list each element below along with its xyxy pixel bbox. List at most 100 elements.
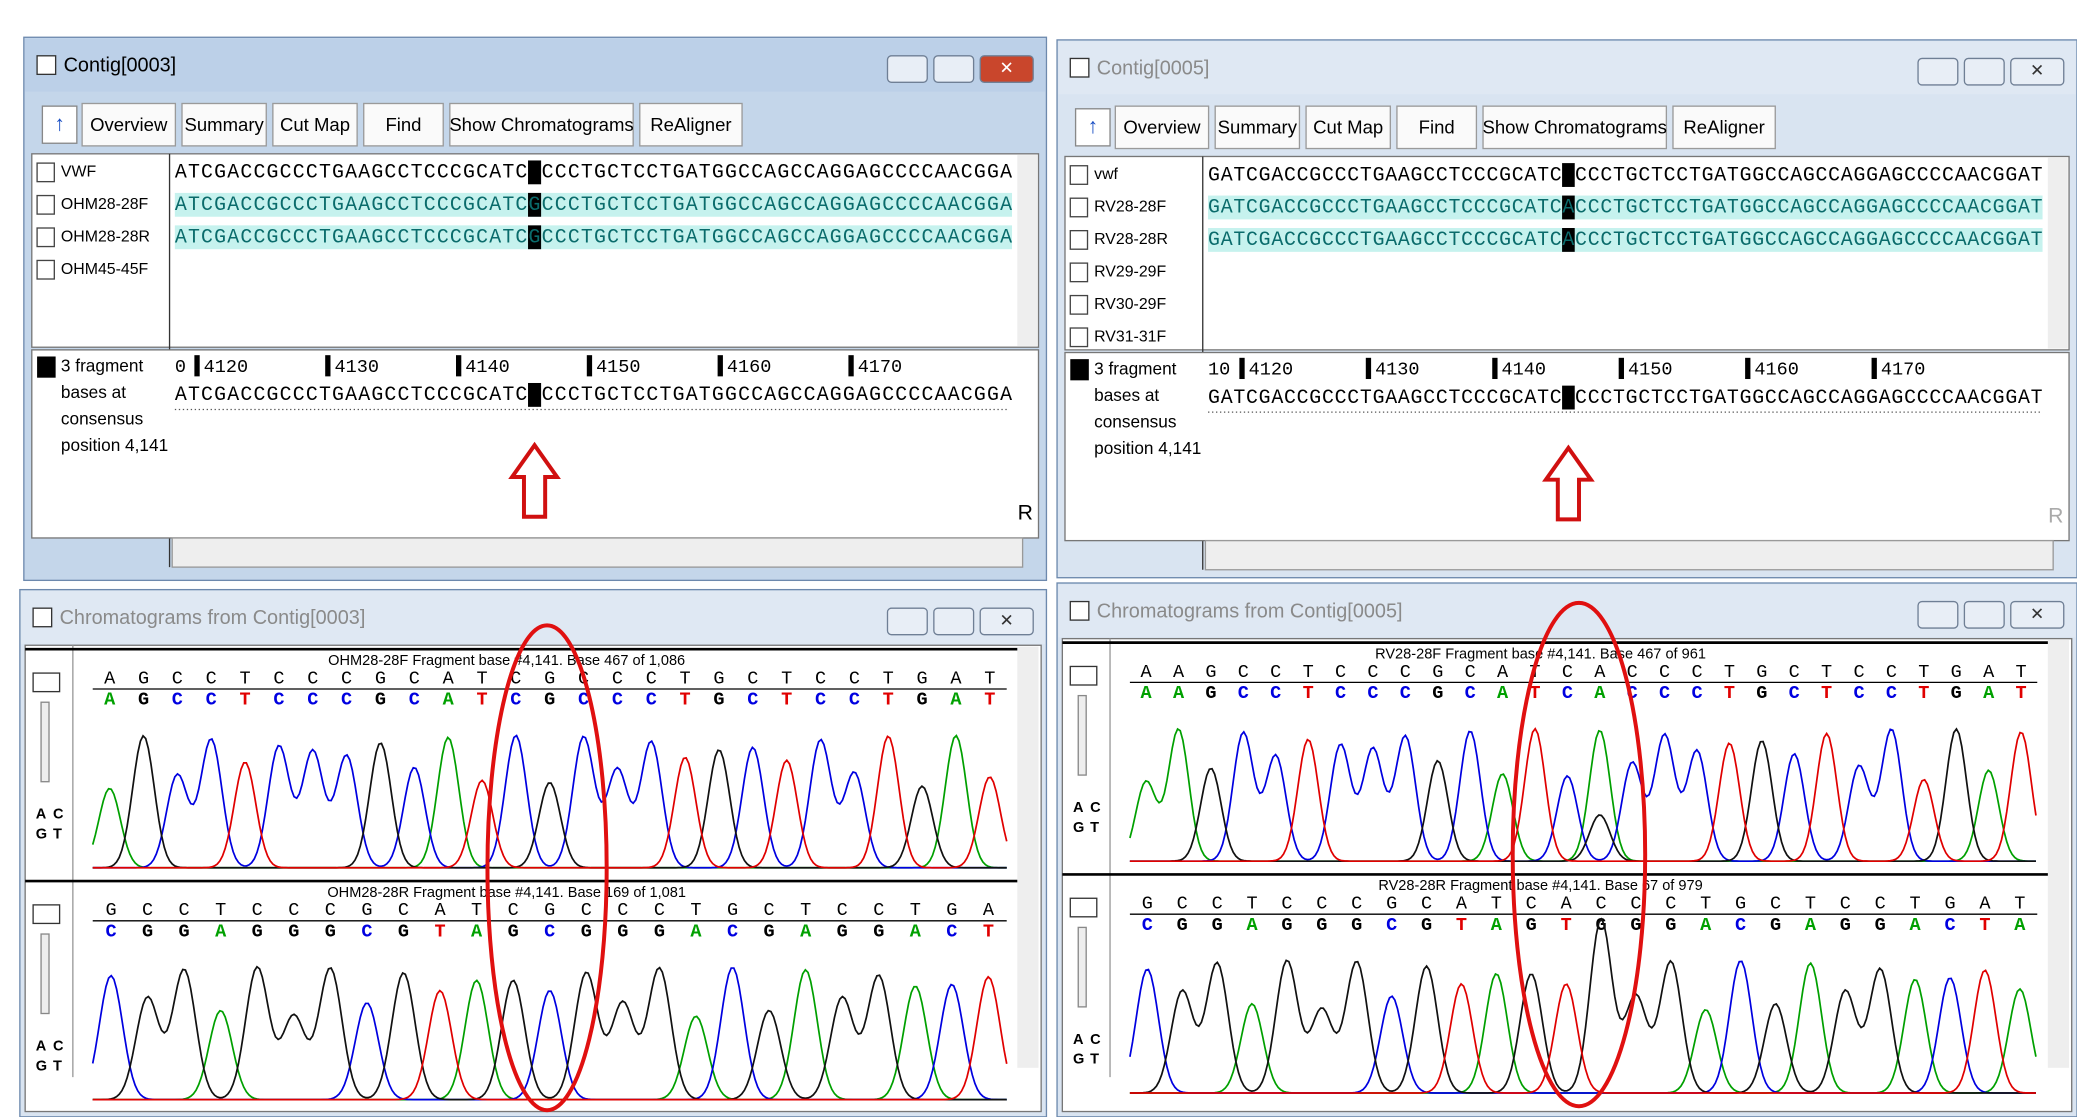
page: {"contigs":[ {"title":"Contig[0003]","to…: [0, 0, 2077, 1117]
track-header: OHM28-28R Fragment base #4,141. Base 169…: [327, 885, 686, 901]
base-button[interactable]: G: [1073, 1052, 1084, 1068]
maximize-button[interactable]: [934, 56, 974, 82]
close-glyph: ✕: [999, 610, 1013, 630]
sequence: ATCGACCGCCCTGAAGCCTCCCGCATCACCCTGCTCCTGA…: [175, 161, 1012, 184]
consensus-info: position 4,141: [61, 435, 168, 455]
toolbar-label[interactable]: Overview: [1123, 117, 1201, 138]
toolbar-label[interactable]: Overview: [90, 114, 168, 135]
base-button[interactable]: G: [36, 827, 47, 843]
toolbar-label[interactable]: Summary: [1218, 117, 1298, 138]
ruler-tick: [718, 355, 723, 376]
read-icon: [1070, 296, 1087, 315]
window-title: Contig[0003]: [64, 55, 177, 77]
sequence: GATCGACCGCCCTGAAGCCTCCCGCATCACCCTGCTCCTG…: [1208, 386, 2043, 409]
consensus-info: bases at: [61, 382, 126, 402]
scrollbar-v: [1017, 155, 1037, 346]
ruler-tick: [1366, 358, 1371, 379]
up-arrow: ↑: [54, 112, 65, 135]
base-button[interactable]: T: [53, 1058, 62, 1074]
ruler-tick: [1492, 358, 1497, 379]
ruler-label: 4160: [727, 357, 771, 378]
base-button[interactable]: C: [53, 1038, 64, 1054]
toolbar-label[interactable]: Find: [385, 114, 421, 135]
sequence: GATCGACCGCCCTGAAGCCTCCCGCATCACCCTGCTCCTG…: [1208, 163, 2043, 186]
maximize-button[interactable]: [934, 608, 974, 634]
read-name[interactable]: OHM28-28F: [61, 196, 149, 213]
ruler-label: 4170: [1881, 360, 1925, 381]
sequence: ATCGACCGCCCTGAAGCCTCCCGCATCGCCCTGCTCCTGA…: [175, 226, 1012, 249]
scrollbar-h: [172, 538, 1022, 567]
track-slider: [1078, 696, 1086, 775]
read-name[interactable]: RV28-28R: [1094, 231, 1168, 248]
toolbar-label[interactable]: Summary: [184, 114, 264, 135]
track-slider: [1078, 927, 1086, 1006]
toolbar-label[interactable]: Cut Map: [280, 114, 350, 135]
base-button[interactable]: G: [36, 1058, 47, 1074]
side-label: R: [1018, 502, 1033, 525]
sequence: ATCGACCGCCCTGAAGCCTCCCGCATCGCCCTGCTCCTGA…: [175, 193, 1012, 216]
ruler-tick: [848, 355, 853, 376]
scrollbar-v: [2048, 640, 2069, 1068]
base-button[interactable]: A: [1073, 1032, 1084, 1048]
maximize-button[interactable]: [1964, 602, 2004, 628]
toolbar-label[interactable]: Show Chromatograms: [449, 114, 633, 135]
consensus-info: 3 fragment: [1094, 358, 1177, 378]
read-icon: [1070, 263, 1087, 282]
scrollbar-h: [1205, 541, 2053, 570]
toolbar-label[interactable]: ReAligner: [1683, 117, 1764, 138]
consensus-icon: [37, 356, 56, 377]
sequence: GATCGACCGCCCTGAAGCCTCCCGCATCACCCTGCTCCTG…: [1208, 196, 2043, 219]
consensus-icon: [1070, 359, 1089, 380]
read-name[interactable]: RV30-29F: [1094, 296, 1166, 313]
side-label: R: [2048, 504, 2063, 527]
ruler-label: 4120: [204, 357, 248, 378]
ruler-label: 4130: [334, 357, 378, 378]
base-button[interactable]: T: [53, 827, 62, 843]
base-button[interactable]: A: [36, 1038, 47, 1054]
read-icon: [1070, 231, 1087, 250]
ruler-label: 10: [1208, 360, 1230, 381]
window-icon: [1070, 58, 1089, 77]
base-button[interactable]: G: [1073, 820, 1084, 836]
base-button[interactable]: A: [36, 807, 47, 823]
base-button[interactable]: C: [53, 807, 64, 823]
screenshot: Contig[0003] ✕ ↑ Overview Summary Cut Map Find…: [0, 0, 2077, 1117]
ruler-tick: [1619, 358, 1624, 379]
minimize-button[interactable]: [1918, 602, 1958, 628]
close-glyph: ✕: [2030, 60, 2044, 80]
read-name[interactable]: OHM28-28R: [61, 228, 150, 245]
toolbar-label[interactable]: ReAligner: [650, 114, 731, 135]
ruler-tick: [325, 355, 330, 376]
ruler-tick: [1239, 358, 1244, 379]
track-header: RV28-28R Fragment base #4,141. Base 67 o…: [1378, 878, 1702, 894]
consensus-info: 3 fragment: [61, 356, 144, 376]
read-name[interactable]: RV29-29F: [1094, 264, 1166, 281]
read-icon: [37, 228, 54, 247]
minimize-button[interactable]: [887, 608, 927, 634]
base-button[interactable]: T: [1090, 820, 1099, 836]
close-glyph: ✕: [2030, 603, 2044, 623]
base-button[interactable]: A: [1073, 800, 1084, 816]
read-name[interactable]: RV31-31F: [1094, 328, 1166, 345]
read-name[interactable]: vwf: [1094, 166, 1118, 183]
toolbar-label[interactable]: Show Chromatograms: [1483, 117, 1667, 138]
consensus-info: bases at: [1094, 385, 1159, 405]
read-name[interactable]: RV28-28F: [1094, 199, 1166, 216]
base-button[interactable]: T: [1090, 1052, 1099, 1068]
minimize-button[interactable]: [887, 56, 927, 82]
chromatogram-area: [25, 645, 1041, 1111]
minimize-button[interactable]: [1918, 58, 1958, 84]
read-icon: [37, 163, 54, 182]
base-button[interactable]: C: [1090, 800, 1101, 816]
read-icon: [37, 196, 54, 215]
toolbar-label[interactable]: Find: [1419, 117, 1455, 138]
sequence: ATCGACCGCCCTGAAGCCTCCCGCATCGCCCTGCTCCTGA…: [175, 383, 1012, 406]
track-header: OHM28-28F Fragment base #4,141. Base 467…: [328, 653, 685, 669]
up-arrow: ↑: [1088, 115, 1099, 138]
close-glyph: ✕: [999, 58, 1013, 78]
read-name[interactable]: OHM45-45F: [61, 261, 149, 278]
base-button[interactable]: C: [1090, 1032, 1101, 1048]
toolbar-label[interactable]: Cut Map: [1313, 117, 1383, 138]
maximize-button[interactable]: [1964, 58, 2004, 84]
read-name[interactable]: VWF: [61, 164, 97, 181]
